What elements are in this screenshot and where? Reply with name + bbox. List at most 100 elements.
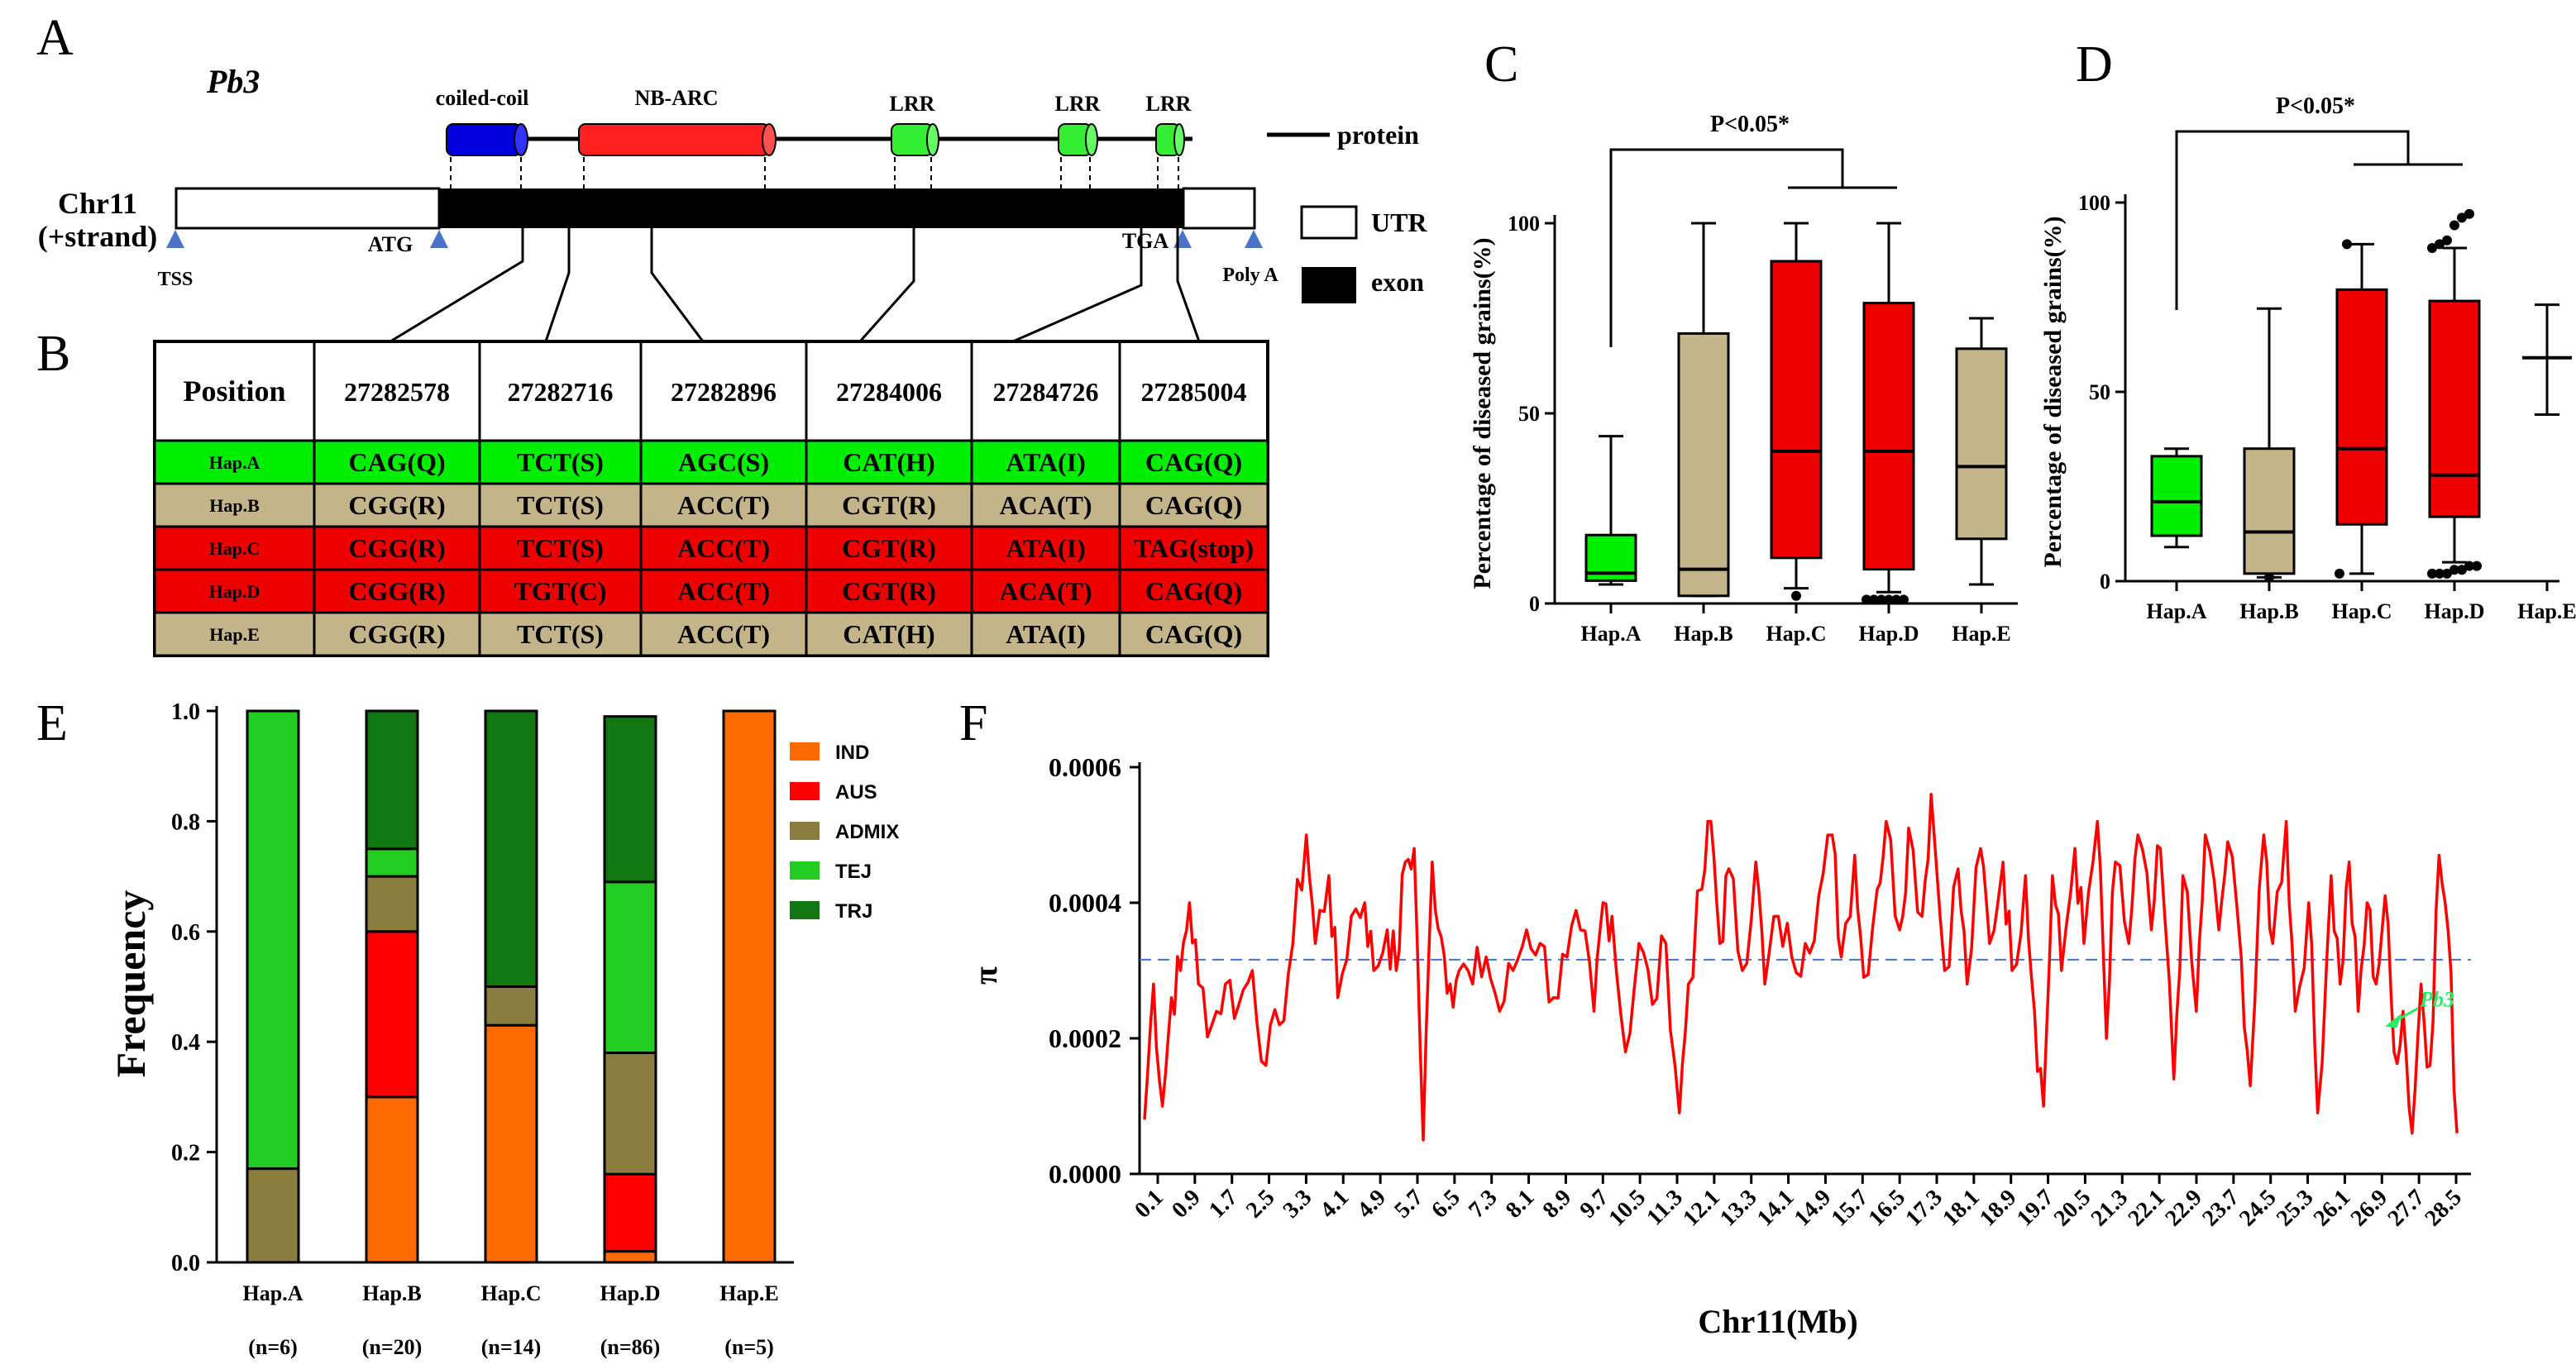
x-tick-label: 12.1 (1678, 1185, 1725, 1232)
atg-label: ATG (368, 232, 413, 256)
table-row (153, 568, 1269, 614)
annotation-arrow-icon (2385, 1013, 2402, 1028)
x-tick-label: 16.5 (1864, 1185, 1911, 1232)
outlier-point (2264, 572, 2274, 583)
y-tick-label: 0.0000 (1049, 1159, 1121, 1189)
y-tick-label: 0.2 (171, 1141, 200, 1166)
panel-a-gene-model: A Pb3 coiled-coil NB-ARC LRR LRR LRR (36, 10, 1427, 343)
x-tick-label: 14.1 (1752, 1185, 1799, 1232)
outlier-point (1876, 594, 1886, 605)
table-cell: CGG(R) (348, 576, 445, 606)
bar-segment (722, 709, 777, 1264)
panel-a-letter: A (36, 10, 74, 66)
x-tick-label: Hap.D (600, 1281, 661, 1305)
x-tick-label: 26.9 (2346, 1185, 2393, 1232)
significance-label: P<0.05* (2276, 93, 2355, 119)
box (1862, 302, 1915, 571)
table-row (153, 439, 1269, 485)
sample-count-label: (n=20) (362, 1335, 423, 1359)
table-cell: CAT(H) (843, 619, 934, 649)
gene-name: Pb3 (206, 63, 260, 100)
table-header: 27282896 (671, 377, 777, 407)
x-tick-label: 18.1 (1938, 1185, 1985, 1232)
pi-data-line (1143, 793, 2459, 1142)
x-tick-label: 6.5 (1427, 1185, 1465, 1224)
table-cell: TCT(S) (517, 490, 604, 520)
y-tick-label: 0 (2100, 570, 2110, 594)
outlier-point (2442, 568, 2452, 579)
x-tick-label: 0.9 (1167, 1185, 1206, 1224)
table-cell: ACA(T) (1000, 490, 1092, 520)
table-cell: CAG(Q) (1145, 490, 1242, 520)
bar-segment (365, 930, 419, 1099)
outlier-point (1884, 594, 1894, 605)
y-tick-label: 50 (2089, 380, 2110, 404)
legend-utr-label: UTR (1371, 207, 1427, 237)
significance-label: P<0.05* (1710, 112, 1790, 137)
legend-swatch (790, 822, 820, 840)
bar-segment (484, 709, 538, 988)
outlier-point (1899, 594, 1909, 605)
y-tick-label: 0.0002 (1049, 1023, 1121, 1053)
bar-segment (365, 847, 419, 878)
panel-b-haplotype-table: B Hap.A CAG(Q) TCT(S) AGC(S) CAT(H) ATA(I) CAG… (36, 326, 1269, 657)
y-axis-label: Percentage of diseased grains(%) (2039, 216, 2067, 567)
y-tick-label: 0.4 (171, 1030, 200, 1056)
outlier-point (2427, 242, 2437, 253)
exon-block (439, 188, 1183, 228)
x-tick-label: Hap.E (2517, 599, 2576, 623)
table-header: 27284726 (993, 377, 1099, 407)
legend-swatch (790, 742, 820, 761)
atg-marker-icon (430, 230, 448, 248)
utr-3prime (1182, 187, 1256, 230)
sample-count-label: (n=6) (248, 1335, 298, 1359)
bar-segment (246, 1167, 300, 1264)
box (1677, 332, 1730, 598)
box (1955, 347, 2008, 541)
polya-label: Poly A (1222, 265, 1278, 286)
x-tick-label: 8.9 (1538, 1185, 1577, 1224)
table-cell: CGT(R) (842, 490, 936, 520)
x-tick-label: 28.5 (2420, 1185, 2467, 1232)
significance-bracket (1609, 148, 1844, 347)
y-axis-label: Percentage of diseased grains(%) (1469, 237, 1496, 589)
y-tick-label: 0.8 (171, 809, 200, 835)
sample-count-label: (n=14) (481, 1335, 542, 1359)
table-row (153, 611, 1269, 657)
domain-label-coiled-coil: coiled-coil (436, 86, 529, 110)
x-tick-label: 23.7 (2197, 1185, 2244, 1232)
table-cell: CAG(Q) (1145, 619, 1242, 649)
panel-letter: C (1484, 36, 1518, 93)
table-header: Position (183, 374, 285, 408)
tga-label: TGA (1122, 229, 1169, 253)
table-cell: CAT(H) (843, 447, 934, 477)
outlier-point (2442, 235, 2452, 246)
x-tick-label: 0.1 (1130, 1185, 1169, 1224)
x-tick-label: Hap.A (2147, 599, 2207, 623)
y-tick-label: 1.0 (171, 699, 200, 725)
sample-count-label: (n=86) (600, 1335, 661, 1359)
table-cell: ACA(T) (1000, 576, 1092, 606)
table-row-name: Hap.E (209, 624, 260, 645)
table-cell: TGT(C) (514, 576, 607, 606)
snp-connectors (390, 228, 1201, 343)
domain-label-lrr-3: LRR (1146, 92, 1192, 116)
legend-protein-label: protein (1337, 120, 1419, 150)
table-header: 27285004 (1141, 377, 1247, 407)
domain-lrr-2 (1058, 123, 1098, 156)
outlier-point (2457, 212, 2467, 223)
x-tick-label: 4.1 (1316, 1185, 1355, 1224)
domain-lrr-1 (891, 123, 939, 156)
x-tick-label: 22.1 (2124, 1185, 2171, 1232)
table-cell: TCT(S) (517, 447, 604, 477)
x-tick-label: 7.3 (1464, 1185, 1503, 1224)
x-tick-label: 26.1 (2309, 1185, 2356, 1232)
legend-label: IND (835, 742, 869, 764)
x-tick-label: 15.7 (1827, 1185, 1874, 1232)
box (2428, 299, 2481, 518)
outlier-point (2435, 568, 2445, 579)
legend-label: ADMIX (835, 821, 899, 843)
panel-b-letter: B (36, 326, 70, 382)
outlier-point (2427, 568, 2437, 579)
